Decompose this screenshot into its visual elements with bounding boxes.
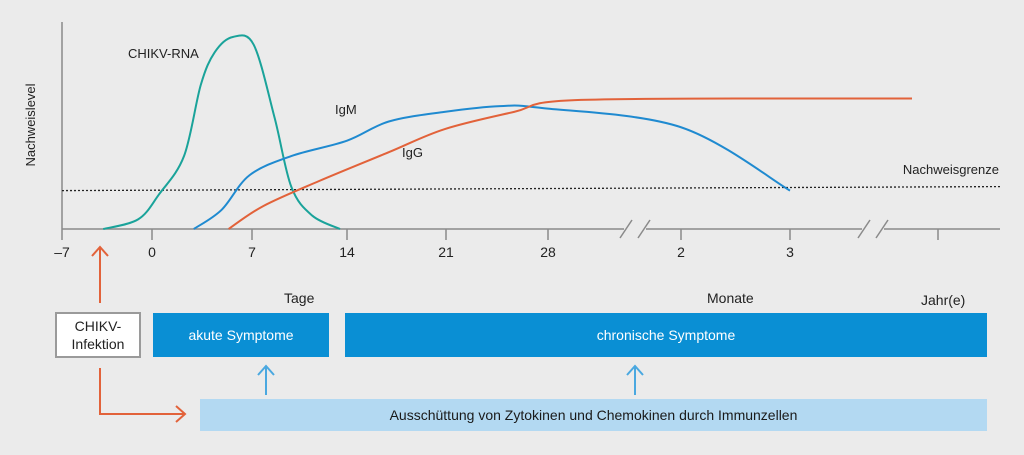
series-label-igm: IgM bbox=[335, 102, 357, 117]
axis-break-mark bbox=[637, 219, 651, 239]
cytokine-to-acute-arrow-head bbox=[257, 364, 275, 376]
axis-break-gap-1 bbox=[624, 225, 646, 233]
x-tick-label: 21 bbox=[438, 244, 454, 260]
y-axis-label: Nachweislevel bbox=[23, 83, 38, 166]
x-tick-label: 2 bbox=[677, 244, 685, 260]
infection-up-arrow-head bbox=[91, 245, 109, 257]
axis-break-mark bbox=[857, 219, 871, 239]
x-tick-label: 3 bbox=[786, 244, 794, 260]
series-line-igg bbox=[228, 97, 913, 230]
cytokine-release-box: Ausschüttung von Zytokinen und Chemokine… bbox=[200, 399, 987, 431]
infection-to-cytokine-arrowhead bbox=[175, 405, 187, 423]
axis-break-mark bbox=[619, 219, 633, 239]
x-tick-label: 7 bbox=[248, 244, 256, 260]
axis-break-gap-2 bbox=[862, 225, 884, 233]
cytokine-to-chronic-arrow-head bbox=[626, 364, 644, 376]
series-label-chikv-rna: CHIKV-RNA bbox=[128, 46, 199, 61]
detection-threshold-line bbox=[61, 185, 1001, 192]
infection-to-cytokine-arrow bbox=[99, 368, 185, 415]
segment-label-days: Tage bbox=[284, 290, 315, 306]
infection-box: CHIKV- Infektion bbox=[55, 312, 141, 358]
x-tick-label: 0 bbox=[148, 244, 156, 260]
series-label-igg: IgG bbox=[402, 145, 423, 160]
series-line-chikv-rna bbox=[102, 34, 341, 230]
axis-break-mark bbox=[875, 219, 889, 239]
x-tick-label: 28 bbox=[540, 244, 556, 260]
series-line-igm bbox=[193, 104, 791, 230]
segment-label-months: Monate bbox=[707, 290, 754, 306]
segment-label-years: Jahr(e) bbox=[921, 292, 966, 308]
chronic-symptoms-box: chronische Symptome bbox=[345, 313, 987, 357]
acute-symptoms-box: akute Symptome bbox=[153, 313, 329, 357]
detection-threshold-label: Nachweisgrenze bbox=[903, 162, 999, 177]
x-tick-label: 14 bbox=[339, 244, 355, 260]
x-tick-label: –7 bbox=[54, 244, 70, 260]
